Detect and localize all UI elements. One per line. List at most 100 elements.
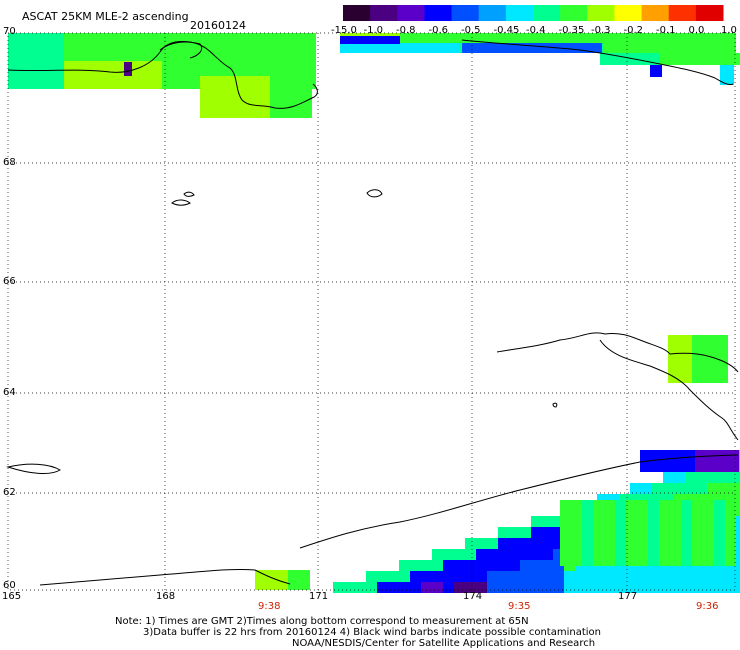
colorbar-segment bbox=[560, 5, 588, 21]
data-cell bbox=[640, 461, 651, 472]
data-cell bbox=[50, 61, 64, 75]
data-cell bbox=[720, 53, 732, 65]
data-cell bbox=[664, 33, 676, 43]
data-cell bbox=[680, 371, 692, 383]
data-cell bbox=[681, 544, 692, 555]
data-cell bbox=[597, 494, 608, 505]
coastline-alaska-south bbox=[299, 454, 739, 549]
colorbar-tick-label: -0.35 bbox=[558, 25, 585, 36]
data-cell bbox=[571, 533, 582, 544]
data-cell bbox=[593, 533, 604, 544]
data-cell bbox=[424, 33, 436, 43]
data-cell bbox=[340, 36, 400, 44]
data-cell bbox=[443, 549, 454, 560]
data-cell bbox=[22, 47, 36, 61]
data-cell bbox=[476, 571, 487, 582]
lat-lon-grid bbox=[7, 32, 736, 591]
data-cell bbox=[707, 582, 718, 593]
colorbar-segment bbox=[614, 5, 643, 21]
data-cell bbox=[636, 53, 648, 65]
data-cell bbox=[695, 461, 706, 472]
map-date: 20160124 bbox=[190, 19, 246, 32]
data-cell bbox=[553, 582, 564, 593]
data-cell bbox=[571, 544, 582, 555]
data-cell bbox=[571, 511, 582, 522]
colorbar-segment bbox=[370, 5, 398, 21]
data-cell bbox=[134, 75, 148, 89]
data-cell bbox=[725, 500, 736, 511]
data-cell bbox=[593, 555, 604, 566]
data-cell bbox=[340, 43, 352, 53]
data-cell bbox=[520, 571, 531, 582]
data-cell bbox=[670, 511, 681, 522]
data-cell bbox=[553, 549, 564, 560]
footer-note-line2: 3)Data buffer is 22 hrs from 20160124 4)… bbox=[143, 627, 601, 638]
data-cell bbox=[626, 500, 637, 511]
data-cell bbox=[366, 571, 377, 582]
data-cell bbox=[424, 43, 436, 53]
data-cell bbox=[560, 511, 571, 522]
data-cell bbox=[650, 65, 662, 77]
colorbar-segment bbox=[397, 5, 425, 21]
data-cell bbox=[92, 47, 106, 61]
data-cell bbox=[228, 76, 242, 90]
data-cell bbox=[674, 494, 685, 505]
data-cell bbox=[672, 53, 684, 65]
data-cell bbox=[92, 61, 106, 75]
colorbar-segment bbox=[478, 5, 507, 21]
data-cell bbox=[660, 53, 672, 65]
data-cell bbox=[106, 33, 120, 47]
data-cell bbox=[542, 549, 553, 560]
data-cell bbox=[692, 522, 703, 533]
data-cell bbox=[36, 47, 50, 61]
data-cell bbox=[615, 533, 626, 544]
data-cell bbox=[696, 483, 707, 494]
data-cell bbox=[298, 76, 312, 90]
colorbar-segment bbox=[424, 5, 453, 21]
data-cell bbox=[662, 450, 673, 461]
data-cell bbox=[641, 571, 652, 582]
data-cell bbox=[421, 582, 432, 593]
coastline-seward bbox=[496, 332, 739, 373]
data-cell bbox=[663, 483, 674, 494]
data-cell bbox=[410, 560, 421, 571]
data-cell bbox=[520, 527, 531, 538]
data-cell bbox=[410, 582, 421, 593]
data-cell bbox=[270, 76, 284, 90]
latitude-label: 64 bbox=[3, 387, 16, 398]
data-cell bbox=[134, 47, 148, 61]
data-cell bbox=[531, 549, 542, 560]
data-cell bbox=[532, 33, 544, 43]
data-cell bbox=[443, 560, 454, 571]
data-cell bbox=[214, 90, 228, 104]
data-cell bbox=[704, 335, 716, 347]
data-cell bbox=[640, 450, 651, 461]
data-cell bbox=[729, 472, 740, 483]
data-cell bbox=[703, 533, 714, 544]
data-cell bbox=[176, 61, 190, 75]
data-cell bbox=[681, 555, 692, 566]
data-cell bbox=[376, 43, 388, 53]
data-cell bbox=[663, 472, 674, 483]
data-cell bbox=[560, 533, 571, 544]
island-st-lawrence bbox=[6, 463, 61, 475]
data-cell bbox=[400, 43, 412, 53]
data-cell bbox=[200, 90, 214, 104]
data-cell bbox=[355, 582, 366, 593]
data-cell bbox=[626, 555, 637, 566]
data-cell bbox=[582, 522, 593, 533]
data-cell bbox=[465, 582, 476, 593]
data-cell bbox=[204, 61, 218, 75]
data-cell bbox=[520, 538, 531, 549]
data-cell bbox=[462, 43, 602, 53]
data-cell bbox=[228, 104, 242, 118]
data-cell bbox=[218, 47, 232, 61]
data-cell bbox=[508, 33, 520, 43]
data-cell bbox=[388, 571, 399, 582]
coastline-chukotka-north bbox=[7, 41, 318, 109]
data-cell bbox=[284, 104, 298, 118]
data-cell bbox=[8, 75, 22, 89]
longitude-label: 177 bbox=[618, 591, 638, 602]
data-cell bbox=[619, 571, 630, 582]
data-cell bbox=[716, 347, 728, 359]
